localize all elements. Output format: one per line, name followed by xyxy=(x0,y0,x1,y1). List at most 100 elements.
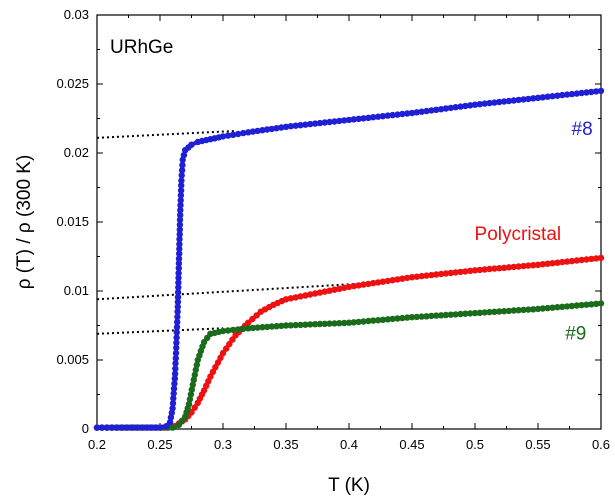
data-point-polycristal xyxy=(394,276,401,283)
data-point-sample-8 xyxy=(219,133,227,140)
data-point-sample-8 xyxy=(176,240,183,248)
data-point-sample-8 xyxy=(539,94,546,101)
data-point-sample-8 xyxy=(559,91,566,99)
data-point-sample-8 xyxy=(496,98,503,106)
data-point-sample-8 xyxy=(176,221,184,228)
data-point-polycristal xyxy=(447,269,454,277)
data-point-sample-8 xyxy=(249,128,257,135)
data-point-polycristal xyxy=(442,270,450,277)
data-point-polycristal xyxy=(437,270,445,278)
data-point-sample-9 xyxy=(496,308,503,315)
data-point-polycristal xyxy=(217,354,224,361)
data-point-sample-9 xyxy=(442,311,450,319)
y-tick-label: 0 xyxy=(82,421,89,436)
data-point-sample-8 xyxy=(103,424,111,431)
data-point-polycristal xyxy=(510,263,517,271)
data-point-sample-9 xyxy=(193,361,200,369)
data-point-sample-8 xyxy=(462,102,469,110)
data-point-polycristal xyxy=(597,254,605,262)
data-point-sample-9 xyxy=(583,301,590,308)
data-point-sample-9 xyxy=(350,319,357,326)
data-point-sample-8 xyxy=(174,303,181,311)
data-point-sample-9 xyxy=(476,309,483,316)
data-point-sample-8 xyxy=(173,339,180,346)
data-point-sample-8 xyxy=(171,380,178,387)
data-point-polycristal xyxy=(223,345,230,352)
data-point-polycristal xyxy=(245,319,252,326)
data-point-sample-8 xyxy=(593,88,600,95)
data-point-sample-8 xyxy=(525,95,532,103)
y-tick-label: 0.03 xyxy=(64,7,89,22)
data-point-sample-9 xyxy=(588,301,595,308)
data-point-polycristal xyxy=(321,288,328,295)
data-point-sample-8 xyxy=(177,207,184,214)
data-point-sample-8 xyxy=(384,112,391,119)
data-point-sample-8 xyxy=(515,96,522,104)
data-point-sample-9 xyxy=(573,302,580,309)
data-point-sample-8 xyxy=(169,400,177,407)
data-point-polycristal xyxy=(500,264,508,271)
data-point-sample-8 xyxy=(399,110,406,118)
data-point-sample-9 xyxy=(520,306,527,314)
extrapolation-line-#8-fit xyxy=(96,129,236,139)
data-point-polycristal xyxy=(476,266,483,274)
data-point-polycristal xyxy=(336,285,343,292)
x-tick-label: 0.25 xyxy=(147,437,172,452)
data-point-sample-8 xyxy=(549,93,556,100)
data-point-sample-8 xyxy=(175,284,182,291)
data-point-sample-9 xyxy=(568,302,576,310)
data-point-sample-9 xyxy=(189,381,196,388)
data-point-sample-8 xyxy=(467,102,474,109)
data-point-sample-8 xyxy=(563,91,571,98)
data-point-sample-9 xyxy=(578,301,585,309)
data-point-polycristal xyxy=(214,359,222,366)
data-point-sample-8 xyxy=(578,89,585,97)
data-point-sample-8 xyxy=(124,424,131,431)
data-point-polycristal xyxy=(496,265,503,272)
data-point-sample-9 xyxy=(389,315,396,323)
data-point-sample-9 xyxy=(191,371,198,379)
data-point-sample-8 xyxy=(172,365,179,372)
data-point-sample-8 xyxy=(174,298,182,306)
data-point-sample-8 xyxy=(172,349,180,357)
data-point-sample-9 xyxy=(554,304,561,311)
data-point-sample-9 xyxy=(234,326,242,333)
data-point-sample-8 xyxy=(452,104,459,111)
data-point-polycristal xyxy=(212,364,219,371)
data-point-sample-9 xyxy=(169,424,176,431)
data-point-polycristal xyxy=(404,274,411,282)
data-point-sample-9 xyxy=(394,315,401,322)
data-point-sample-8 xyxy=(259,127,266,134)
data-point-sample-9 xyxy=(549,304,556,311)
data-point-sample-9 xyxy=(525,306,532,313)
data-point-sample-8 xyxy=(170,395,177,402)
data-point-sample-9 xyxy=(360,318,367,325)
data-point-sample-9 xyxy=(316,320,324,328)
data-point-sample-8 xyxy=(326,118,333,126)
data-point-polycristal xyxy=(191,404,198,411)
data-point-sample-9 xyxy=(365,317,372,325)
data-point-sample-8 xyxy=(139,424,146,431)
data-point-polycristal xyxy=(534,261,542,268)
data-point-sample-9 xyxy=(471,309,479,317)
data-point-polycristal xyxy=(209,368,217,376)
data-point-sample-9 xyxy=(413,313,420,321)
series-label-sample-9: #9 xyxy=(565,323,586,344)
data-point-sample-8 xyxy=(169,405,176,412)
data-point-polycristal xyxy=(253,312,260,319)
data-point-polycristal xyxy=(226,340,233,348)
data-point-sample-8 xyxy=(178,177,185,184)
data-point-sample-9 xyxy=(597,300,605,307)
data-point-sample-9 xyxy=(249,324,257,332)
data-point-polycristal xyxy=(452,269,459,276)
x-axis-title: T (K) xyxy=(328,475,370,496)
data-point-sample-8 xyxy=(307,120,314,128)
y-axis-title: ρ (T) / ρ (300 K) xyxy=(14,155,35,290)
data-point-sample-8 xyxy=(178,167,186,174)
series-label-polycristal: Polycristal xyxy=(475,224,562,245)
data-point-sample-9 xyxy=(326,320,333,327)
data-point-polycristal xyxy=(370,279,377,287)
data-point-polycristal xyxy=(457,268,464,276)
data-point-polycristal xyxy=(350,282,357,290)
data-point-sample-8 xyxy=(520,96,527,103)
